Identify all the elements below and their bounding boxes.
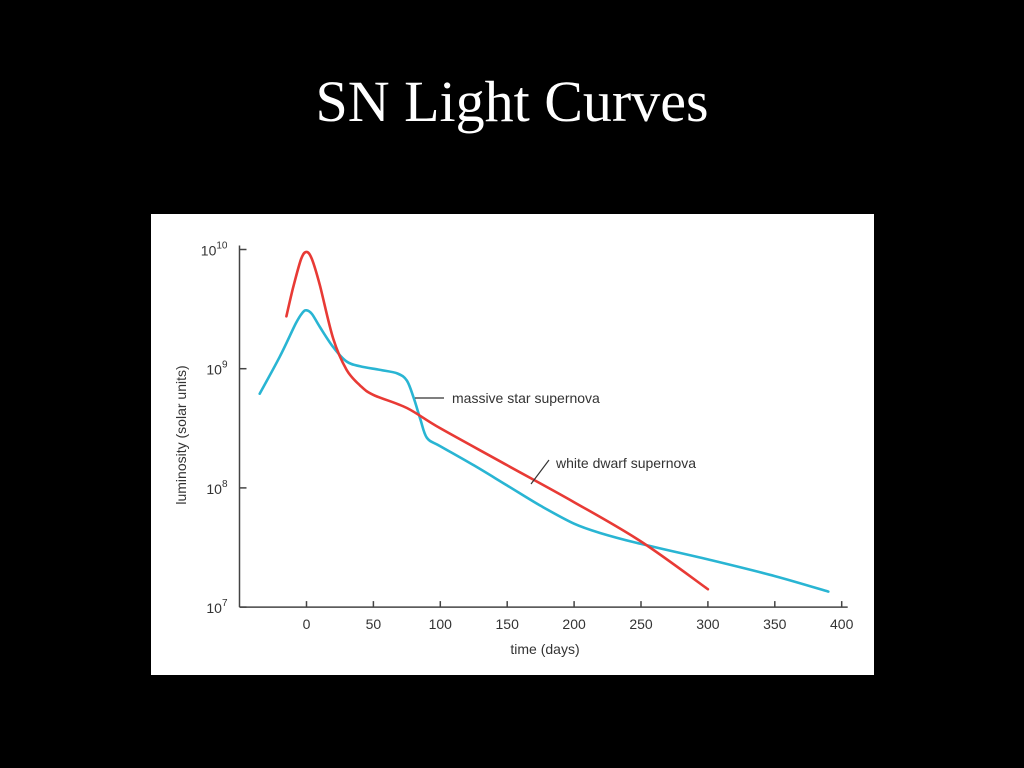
y-axis-label: luminosity (solar units) (173, 365, 189, 504)
y-tick-label: 109 (206, 360, 228, 378)
x-tick-label: 250 (629, 616, 653, 632)
series-line-massive-star (258, 308, 830, 593)
light-curve-chart: 1010 109 108 107 0 50 100 150 200 250 300 350 400 ma… (173, 241, 854, 658)
axes: 1010 109 108 107 0 50 100 150 200 250 300 350 400 (201, 241, 854, 633)
x-tick-label: 150 (496, 616, 520, 632)
x-tick-label: 400 (830, 616, 854, 632)
slide-title: SN Light Curves (315, 69, 709, 134)
x-tick-label: 350 (763, 616, 787, 632)
x-axis-label: time (days) (510, 641, 579, 657)
annotations: massive star supernova white dwarf supern… (415, 390, 696, 485)
y-tick-label: 107 (206, 598, 228, 616)
annotation-leader-line (530, 459, 550, 485)
x-tick-label: 50 (366, 616, 382, 632)
y-tick-label: 1010 (201, 241, 228, 259)
annotation-white-dwarf: white dwarf supernova (555, 455, 696, 471)
y-tick-label: 108 (206, 479, 228, 497)
series-line-white-dwarf (285, 250, 710, 591)
x-tick-label: 300 (696, 616, 720, 632)
x-tick-label: 0 (303, 616, 311, 632)
series-lines (258, 250, 830, 593)
x-tick-label: 200 (562, 616, 586, 632)
annotation-massive-star: massive star supernova (452, 390, 600, 406)
chart-panel: 1010 109 108 107 0 50 100 150 200 250 300 350 400 ma… (151, 214, 874, 675)
x-tick-label: 100 (429, 616, 453, 632)
